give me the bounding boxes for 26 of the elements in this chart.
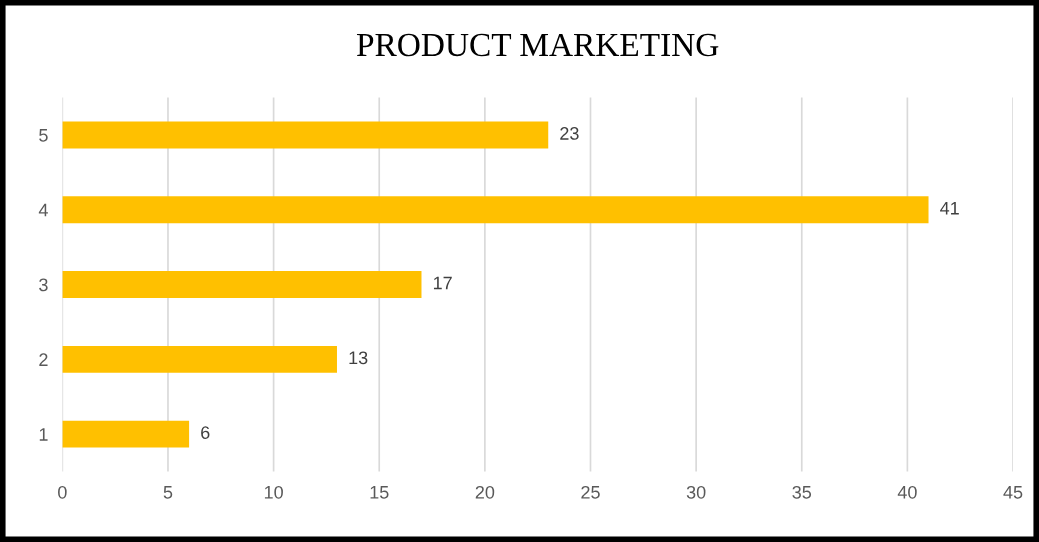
y-tick-label: 2	[39, 353, 48, 366]
x-tick-label: 45	[1003, 486, 1023, 499]
x-tick-label: 35	[792, 485, 812, 499]
bar	[62, 345, 337, 373]
x-tick-label: 25	[581, 485, 600, 499]
bar	[62, 420, 190, 448]
y-tick-label: 1	[39, 428, 48, 441]
data-label: 13	[349, 351, 368, 365]
x-tick-label: 20	[475, 485, 495, 499]
x-tick-label: 30	[686, 485, 706, 499]
data-label: 23	[560, 127, 579, 140]
x-tick-label: 5	[163, 486, 173, 499]
data-label: 6	[201, 426, 210, 439]
data-label: 17	[433, 276, 452, 290]
y-tick-label: 4	[38, 203, 48, 217]
y-tick-label: 5	[39, 129, 48, 142]
x-tick-label: 15	[370, 486, 389, 499]
x-tick-label: 0	[58, 485, 67, 499]
x-tick-label: 10	[264, 485, 283, 499]
bar	[62, 196, 929, 224]
bar	[62, 271, 422, 299]
chart-title: PRODUCT MARKETING	[356, 33, 719, 57]
data-label: 41	[940, 202, 959, 215]
x-tick-label: 40	[897, 485, 917, 499]
y-tick-label: 3	[39, 278, 48, 292]
bar	[62, 121, 549, 149]
